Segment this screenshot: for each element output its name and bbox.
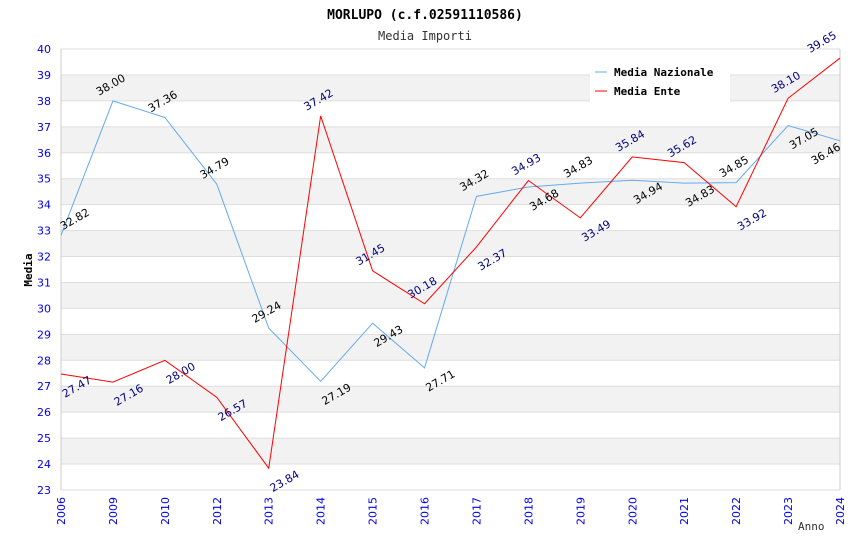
chart-subtitle: Media Importi (378, 29, 472, 43)
grid-band (61, 334, 840, 361)
y-tick-label: 31 (37, 276, 51, 289)
y-tick-label: 36 (37, 147, 51, 160)
data-label: 33.92 (735, 206, 769, 233)
x-tick-label: 2016 (419, 497, 432, 525)
grid-band (61, 230, 840, 257)
x-tick-label: 2009 (107, 497, 120, 525)
y-tick-label: 25 (37, 432, 51, 445)
legend-label-ente: Media Ente (614, 85, 681, 98)
x-tick-label: 2010 (159, 497, 172, 525)
x-tick-label: 2006 (55, 497, 68, 525)
x-tick-label: 2017 (470, 497, 483, 525)
y-tick-label: 40 (37, 43, 51, 56)
x-tick-label: 2018 (522, 497, 535, 525)
y-tick-label: 29 (37, 328, 51, 341)
series-line-nazionale (60, 100, 841, 383)
data-label: 32.82 (58, 206, 92, 233)
series-line-ente (60, 57, 841, 470)
y-tick-label: 28 (37, 354, 51, 367)
x-tick-label: 2013 (263, 497, 276, 525)
grid-band (61, 282, 840, 309)
x-axis-label: Anno (798, 520, 825, 533)
y-tick-label: 39 (37, 69, 51, 82)
x-tick-label: 2023 (782, 497, 795, 525)
x-tick-label: 2014 (315, 497, 328, 525)
y-tick-label: 24 (37, 458, 51, 471)
legend: Media Nazionale Media Ente (590, 60, 730, 102)
y-tick-label: 33 (37, 225, 51, 238)
data-label: 34.83 (561, 154, 595, 181)
grid-band (61, 126, 840, 153)
chart-title: MORLUPO (c.f.02591110586) (327, 8, 523, 23)
x-tick-label: 2015 (367, 497, 380, 525)
y-tick-label: 23 (37, 484, 51, 497)
y-tick-label: 26 (37, 406, 51, 419)
y-tick-label: 35 (37, 173, 51, 186)
y-axis-label: Media (22, 253, 35, 286)
data-label: 23.84 (268, 468, 302, 495)
data-label: 34.79 (198, 155, 232, 182)
y-tick-label: 32 (37, 251, 51, 264)
y-tick-label: 30 (37, 302, 51, 315)
data-label: 39.65 (805, 29, 839, 56)
x-tick-label: 2022 (730, 497, 743, 525)
x-tick-label: 2020 (626, 497, 639, 525)
grid-band (61, 438, 840, 465)
grid-band (61, 386, 840, 413)
x-tick-label: 2021 (678, 497, 691, 525)
y-tick-label: 38 (37, 95, 51, 108)
x-tick-label: 2024 (834, 497, 847, 525)
x-tick-label: 2019 (574, 497, 587, 525)
data-label: 28.00 (164, 360, 198, 387)
y-tick-label: 34 (37, 199, 51, 212)
legend-label-nazionale: Media Nazionale (614, 66, 714, 79)
x-tick-label: 2012 (211, 497, 224, 525)
data-label: 34.85 (717, 153, 751, 180)
data-label: 34.93 (509, 151, 543, 178)
y-tick-label: 27 (37, 380, 51, 393)
y-tick-label: 37 (37, 121, 51, 134)
